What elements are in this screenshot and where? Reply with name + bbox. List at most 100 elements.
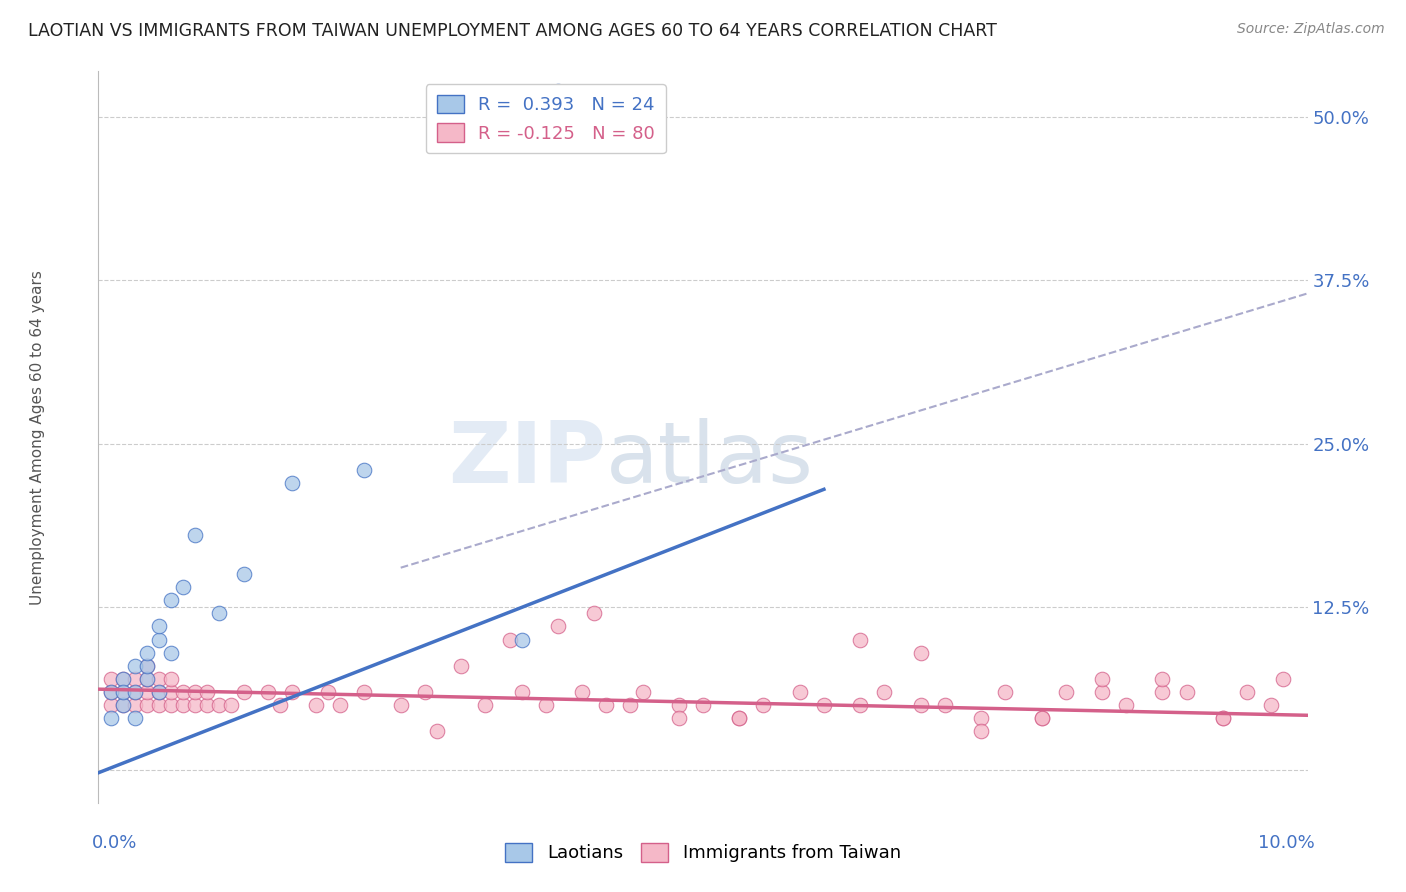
Point <box>305 698 328 712</box>
Point <box>135 646 157 660</box>
Point <box>849 632 872 647</box>
Point <box>281 475 304 490</box>
Text: ZIP: ZIP <box>449 417 606 500</box>
Point <box>232 685 254 699</box>
Point <box>135 685 157 699</box>
Point <box>124 711 146 725</box>
Point <box>148 632 170 647</box>
Text: Source: ZipAtlas.com: Source: ZipAtlas.com <box>1237 22 1385 37</box>
Point <box>208 607 231 621</box>
Point <box>100 711 122 725</box>
Point <box>426 723 449 738</box>
Point <box>1260 698 1282 712</box>
Point <box>934 698 956 712</box>
Point <box>111 672 134 686</box>
Legend: R =  0.393   N = 24, R = -0.125   N = 80: R = 0.393 N = 24, R = -0.125 N = 80 <box>426 84 666 153</box>
Point <box>970 711 993 725</box>
Point <box>849 698 872 712</box>
Point <box>111 685 134 699</box>
Point <box>1115 698 1137 712</box>
Point <box>1031 711 1053 725</box>
Point <box>124 672 146 686</box>
Point <box>668 698 690 712</box>
Point <box>728 711 751 725</box>
Point <box>1212 711 1234 725</box>
Point <box>1175 685 1198 699</box>
Legend: Laotians, Immigrants from Taiwan: Laotians, Immigrants from Taiwan <box>498 836 908 870</box>
Point <box>100 698 122 712</box>
Point <box>1272 672 1295 686</box>
Text: 10.0%: 10.0% <box>1258 834 1315 852</box>
Point <box>353 463 375 477</box>
Point <box>160 685 183 699</box>
Point <box>281 685 304 699</box>
Point <box>1054 685 1077 699</box>
Point <box>389 698 412 712</box>
Point <box>413 685 436 699</box>
Point <box>1152 672 1174 686</box>
Point <box>195 685 218 699</box>
Point <box>910 646 932 660</box>
Point <box>160 593 183 607</box>
Point <box>1212 711 1234 725</box>
Point <box>160 672 183 686</box>
Point <box>100 685 122 699</box>
Point <box>510 685 533 699</box>
Point <box>148 685 170 699</box>
Point <box>970 723 993 738</box>
Point <box>124 698 146 712</box>
Point <box>135 658 157 673</box>
Point <box>172 685 194 699</box>
Point <box>232 567 254 582</box>
Point <box>124 685 146 699</box>
Point <box>547 84 569 98</box>
Point <box>100 685 122 699</box>
Text: atlas: atlas <box>606 417 814 500</box>
Point <box>583 607 606 621</box>
Point <box>135 672 157 686</box>
Point <box>474 698 496 712</box>
Point <box>728 711 751 725</box>
Point <box>184 698 207 712</box>
Point <box>148 619 170 633</box>
Point <box>534 698 557 712</box>
Point <box>813 698 835 712</box>
Point <box>148 685 170 699</box>
Point <box>910 698 932 712</box>
Point <box>450 658 472 673</box>
Point <box>498 632 520 647</box>
Point <box>571 685 593 699</box>
Point <box>172 698 194 712</box>
Point <box>160 698 183 712</box>
Point <box>160 646 183 660</box>
Point <box>789 685 811 699</box>
Point <box>111 698 134 712</box>
Point <box>256 685 278 699</box>
Point <box>1091 685 1114 699</box>
Point <box>269 698 291 712</box>
Point <box>172 580 194 594</box>
Point <box>111 685 134 699</box>
Text: LAOTIAN VS IMMIGRANTS FROM TAIWAN UNEMPLOYMENT AMONG AGES 60 TO 64 YEARS CORRELA: LAOTIAN VS IMMIGRANTS FROM TAIWAN UNEMPL… <box>28 22 997 40</box>
Point <box>329 698 352 712</box>
Point <box>873 685 896 699</box>
Point <box>184 685 207 699</box>
Point <box>752 698 775 712</box>
Point <box>135 658 157 673</box>
Point <box>111 672 134 686</box>
Point <box>195 698 218 712</box>
Point <box>1091 672 1114 686</box>
Point <box>353 685 375 699</box>
Point <box>135 672 157 686</box>
Point <box>135 698 157 712</box>
Point <box>692 698 714 712</box>
Text: Unemployment Among Ages 60 to 64 years: Unemployment Among Ages 60 to 64 years <box>31 269 45 605</box>
Point <box>148 672 170 686</box>
Point <box>316 685 339 699</box>
Point <box>994 685 1017 699</box>
Point <box>668 711 690 725</box>
Point <box>1236 685 1258 699</box>
Point <box>1031 711 1053 725</box>
Point <box>184 528 207 542</box>
Point <box>619 698 641 712</box>
